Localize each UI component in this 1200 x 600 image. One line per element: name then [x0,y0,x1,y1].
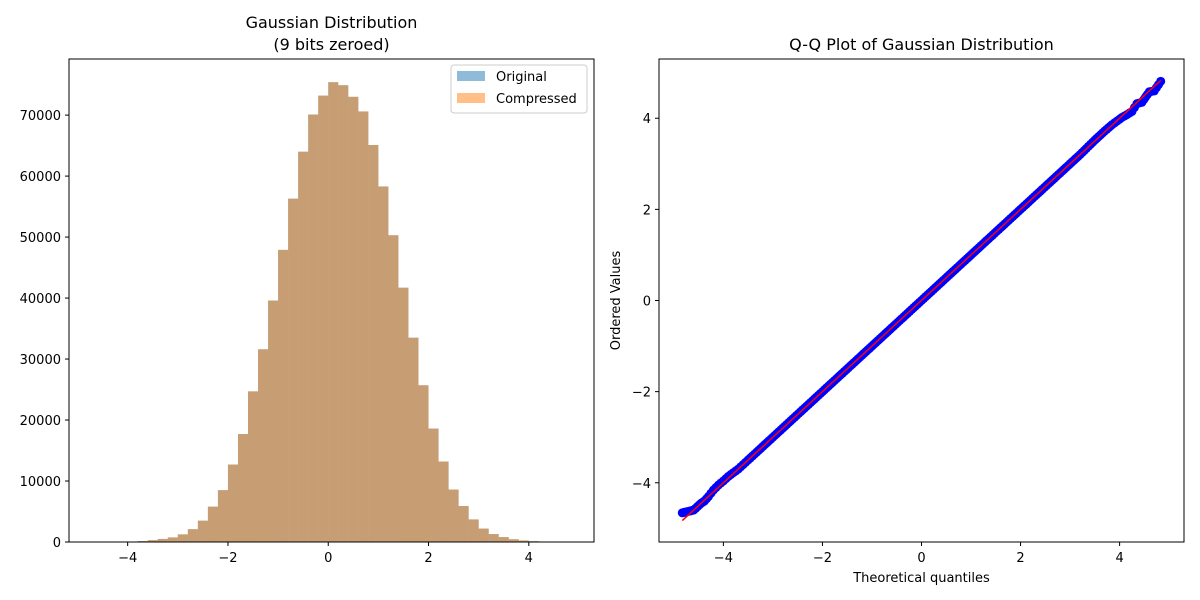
y-tick-label: −4 [632,477,651,492]
qq-plot-panel: Q-Q Plot of Gaussian Distribution −4 −2 0 2… [609,35,1185,586]
compressed-bar [268,300,279,542]
histogram-panel: Gaussian Distribution (9 bits zeroed) −4… [20,13,595,566]
y-tick-label: 0 [53,536,61,551]
compressed-bar [177,534,188,542]
compressed-bar [498,537,509,542]
compressed-bar [288,198,299,542]
compressed-bar [328,82,339,542]
x-tick-label: 4 [1115,551,1123,566]
compressed-bar [278,249,289,542]
compressed-bar [468,519,479,542]
compressed-bar [358,111,369,543]
compressed-bar [408,337,419,542]
compressed-bar [217,490,228,542]
qq-fit-line [681,79,1162,522]
legend-swatch-original [457,71,485,81]
y-tick-label: 70000 [20,109,61,124]
histogram-bars [87,82,569,543]
histogram-axes-frame [68,58,595,543]
compressed-bar [388,235,399,542]
legend-swatch-compressed [457,93,485,103]
x-tick-label: −4 [118,551,137,566]
qq-axes-frame [658,58,1185,543]
x-tick-label: −2 [218,551,237,566]
compressed-bar [147,540,158,542]
x-tick-label: 0 [917,551,925,566]
compressed-bar [167,537,178,542]
compressed-bar [197,520,208,542]
compressed-bar [478,528,489,542]
compressed-bar [438,461,449,542]
y-tick-label: −2 [632,386,651,401]
compressed-bar [508,539,519,542]
qq-x-ticks: −4 −2 0 2 4 [714,542,1124,566]
qq-y-ticks: −4 −2 0 2 4 [632,112,659,492]
x-tick-label: −4 [714,551,733,566]
compressed-bar [187,529,198,542]
compressed-bar [258,349,269,542]
compressed-bar [237,434,249,542]
compressed-bar [227,464,238,542]
compressed-bar [368,144,379,542]
legend: Original Compressed [450,64,588,114]
x-tick-label: 0 [324,551,332,566]
y-tick-label: 40000 [20,292,61,307]
histogram-title: Gaussian Distribution [246,13,418,32]
x-tick-label: 2 [1016,551,1024,566]
y-tick-label: 4 [643,112,651,127]
histogram-subtitle: (9 bits zeroed) [273,35,389,54]
x-tick-label: −2 [813,551,832,566]
y-tick-label: 0 [643,295,651,310]
x-tick-label: 2 [424,551,432,566]
legend-label-compressed: Compressed [496,92,577,107]
compressed-bar [518,540,529,542]
compressed-bar [248,391,259,542]
y-tick-label: 10000 [20,475,61,490]
compressed-bar [298,151,309,543]
qq-x-axis-label: Theoretical quantiles [852,571,990,586]
x-tick-label: 4 [525,551,533,566]
y-tick-label: 50000 [20,231,61,246]
y-tick-label: 60000 [20,170,61,185]
compressed-bar [428,428,439,542]
histogram-y-ticks: 0 10000 20000 30000 40000 50000 60000 70000 [20,109,69,551]
compressed-bar [378,186,389,543]
legend-label-original: Original [496,70,547,85]
qq-title: Q-Q Plot of Gaussian Distribution [789,35,1054,54]
compressed-bar [348,96,359,542]
y-tick-label: 30000 [20,353,61,368]
compressed-bar [318,95,329,542]
histogram-x-ticks: −4 −2 0 2 4 [118,542,533,566]
compressed-bar [398,287,409,542]
compressed-bar [448,489,459,542]
compressed-bar [308,114,319,542]
y-tick-label: 20000 [20,414,61,429]
compressed-bar [207,506,218,542]
compressed-bar [338,85,349,543]
compressed-bar [157,538,168,542]
compressed-bar [418,385,429,542]
y-tick-label: 2 [643,203,651,218]
compressed-bar [488,534,499,542]
compressed-bar [458,506,469,542]
qq-y-axis-label: Ordered Values [609,251,624,351]
